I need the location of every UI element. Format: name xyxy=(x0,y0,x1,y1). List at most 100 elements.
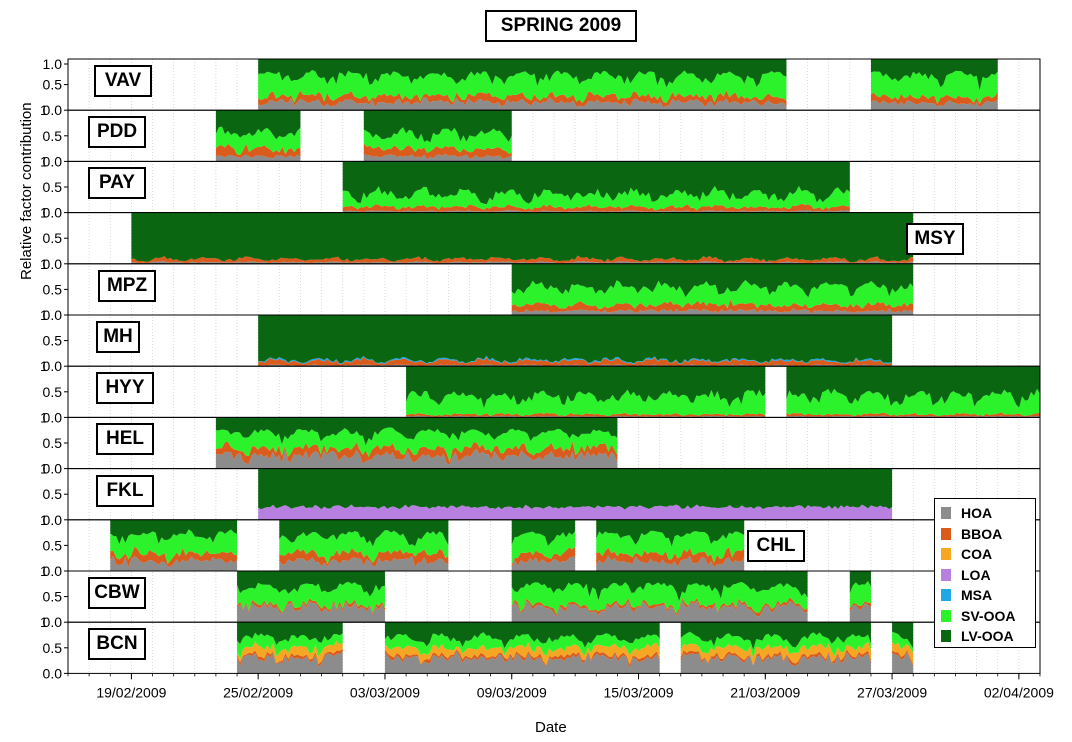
area-pay-sv-ooa xyxy=(342,185,850,211)
area-pdd-bboa xyxy=(215,143,301,159)
y-tick-label: 0.0 xyxy=(43,205,63,221)
legend-swatch-coa xyxy=(941,548,951,561)
area-cbw-lv-ooa xyxy=(849,571,871,594)
area-hel-bboa xyxy=(215,441,618,465)
site-label-cbw: CBW xyxy=(88,577,146,609)
area-bcn-lv-ooa xyxy=(384,622,660,649)
area-vav-lv-ooa xyxy=(870,59,998,91)
legend-item-sv-ooa: SV-OOA xyxy=(941,606,1035,627)
y-tick-label: 0.5 xyxy=(43,128,63,144)
area-hel-lv-ooa xyxy=(215,417,618,446)
area-pdd-hoa xyxy=(215,154,301,162)
panel-bcn xyxy=(67,621,1041,674)
area-vav-bboa xyxy=(870,91,998,108)
y-tick-label: 0.0 xyxy=(43,563,63,579)
area-bcn-hoa xyxy=(384,651,660,674)
y-tick-label-top: 1 xyxy=(40,102,48,118)
area-chl-bboa xyxy=(596,547,745,568)
panel-pdd xyxy=(67,109,1041,162)
site-label-chl: CHL xyxy=(747,529,805,562)
chart-title: SPRING 2009 xyxy=(485,10,637,42)
y-tick-label: 0.5 xyxy=(43,230,63,246)
site-label-hel: HEL xyxy=(96,423,154,456)
y-tick-label: 0.0 xyxy=(43,102,63,118)
area-chl-hoa xyxy=(279,555,449,571)
panel-chl xyxy=(67,519,1041,572)
area-chl-hoa xyxy=(110,556,238,571)
y-tick-label: 0.5 xyxy=(43,486,63,502)
y-tick-label: 0.5 xyxy=(43,537,63,553)
legend-label: LV-OOA xyxy=(961,628,1014,645)
y-tick-label-top: 1 xyxy=(40,409,48,425)
panel-mh xyxy=(67,314,1041,367)
y-tick-label: 0.0 xyxy=(43,665,63,681)
y-tick-label-top: 1 xyxy=(40,614,48,630)
site-label-vav: VAV xyxy=(94,65,152,97)
site-label-mpz: MPZ xyxy=(98,269,156,302)
area-hyy-lv-ooa xyxy=(786,366,1040,408)
area-fkl-lv-ooa xyxy=(258,468,893,510)
x-tick-label: 25/02/2009 xyxy=(223,684,293,700)
y-tick-label: 0.5 xyxy=(43,589,63,605)
panel-hel xyxy=(67,416,1041,470)
area-msy-hoa xyxy=(131,260,914,264)
area-mh-bboa xyxy=(258,356,893,366)
panels-layer xyxy=(67,58,1041,674)
site-label-pdd: PDD xyxy=(88,116,146,149)
panel-pay xyxy=(67,160,1041,214)
y-axis-label: Relative factor contribution xyxy=(18,102,35,280)
area-mpz-lv-ooa xyxy=(511,263,914,298)
area-msy-lv-ooa xyxy=(131,212,914,263)
y-tick-label-top: 1 xyxy=(40,563,48,579)
legend-swatch-sv-ooa xyxy=(941,609,951,622)
area-hyy-sv-ooa xyxy=(786,388,1040,417)
area-cbw-lv-ooa xyxy=(237,571,385,597)
x-tick-label: 02/04/2009 xyxy=(984,684,1054,700)
legend-item-msa: MSA xyxy=(941,585,1035,606)
panel-frame xyxy=(67,109,1041,162)
legend-label: MSA xyxy=(961,587,993,604)
area-pdd-sv-ooa xyxy=(363,127,512,154)
area-bcn-coa xyxy=(892,642,914,665)
area-cbw-sv-ooa xyxy=(237,581,385,613)
area-chl-sv-ooa xyxy=(279,530,449,565)
area-mpz-sv-ooa xyxy=(511,280,914,309)
legend-item-hoa: HOA xyxy=(941,503,1035,524)
area-bcn-lv-ooa xyxy=(680,622,871,650)
legend-label: BBOA xyxy=(961,525,1003,542)
area-pay-lv-ooa xyxy=(342,161,850,205)
area-chl-hoa xyxy=(511,556,576,571)
panel-msy xyxy=(67,212,1041,265)
y-tick-label: 0.0 xyxy=(43,358,63,374)
site-label-pay: PAY xyxy=(88,167,146,200)
x-tick-label: 21/03/2009 xyxy=(730,684,800,700)
y-tick-label: 0.5 xyxy=(43,77,63,93)
area-chl-sv-ooa xyxy=(511,531,576,565)
y-tick-label-top: 1 xyxy=(40,307,48,323)
legend-label: COA xyxy=(961,546,993,563)
y-tick-label: 0.5 xyxy=(43,384,63,400)
legend-item-coa: COA xyxy=(941,544,1035,565)
area-mpz-bboa xyxy=(511,299,914,314)
x-tick-label: 19/02/2009 xyxy=(96,684,166,700)
area-cbw-hoa xyxy=(511,600,808,623)
area-vav-sv-ooa xyxy=(258,69,787,103)
area-bcn-coa xyxy=(384,642,660,666)
area-chl-sv-ooa xyxy=(110,529,238,565)
area-hel-hoa xyxy=(215,448,618,469)
legend-swatch-hoa xyxy=(941,507,951,520)
panel-cbw xyxy=(67,570,1041,623)
area-chl-lv-ooa xyxy=(110,519,238,545)
x-tick-label: 15/03/2009 xyxy=(603,684,673,700)
area-pdd-sv-ooa xyxy=(215,126,301,156)
area-bcn-bboa xyxy=(680,649,871,667)
area-cbw-sv-ooa xyxy=(511,581,808,615)
y-tick-label: 0.5 xyxy=(43,333,63,349)
legend-item-bboa: BBOA xyxy=(941,524,1035,545)
area-vav-hoa xyxy=(258,97,787,111)
area-hyy-bboa xyxy=(786,412,1040,418)
legend-item-loa: LOA xyxy=(941,565,1035,586)
legend: HOA BBOA COA LOA MSA SV-OOA LV-OOA xyxy=(934,498,1036,648)
panel-fkl xyxy=(67,468,1041,521)
area-bcn-bboa xyxy=(384,649,660,669)
